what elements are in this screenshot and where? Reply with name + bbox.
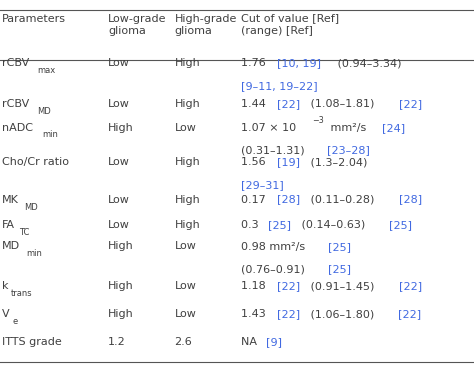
Text: [22]: [22]: [399, 281, 422, 291]
Text: nADC: nADC: [2, 123, 33, 133]
Text: k: k: [2, 281, 9, 291]
Text: Low: Low: [174, 241, 196, 251]
Text: [25]: [25]: [328, 242, 351, 252]
Text: rCBV: rCBV: [2, 58, 29, 68]
Text: e: e: [12, 317, 18, 326]
Text: MD: MD: [24, 203, 38, 211]
Text: (0.31–1.31): (0.31–1.31): [241, 146, 308, 156]
Text: MD: MD: [37, 107, 51, 116]
Text: High: High: [174, 220, 200, 230]
Text: TC: TC: [19, 228, 29, 237]
Text: rCBV: rCBV: [2, 99, 29, 109]
Text: 0.98 mm²/s: 0.98 mm²/s: [241, 242, 309, 252]
Text: [9]: [9]: [266, 337, 282, 347]
Text: [25]: [25]: [328, 265, 351, 274]
Text: 0.17: 0.17: [241, 194, 269, 204]
Text: [22]: [22]: [277, 281, 301, 291]
Text: [24]: [24]: [382, 123, 405, 133]
Text: V: V: [2, 309, 10, 319]
Text: High: High: [174, 58, 200, 68]
Text: min: min: [42, 130, 58, 140]
Text: High: High: [174, 157, 200, 166]
Text: Low: Low: [108, 220, 130, 230]
Text: Cut of value [Ref]
(range) [Ref]: Cut of value [Ref] (range) [Ref]: [241, 14, 339, 36]
Text: (0.11–0.28): (0.11–0.28): [307, 194, 378, 204]
Text: 1.43: 1.43: [241, 309, 269, 319]
Text: [19]: [19]: [277, 157, 300, 167]
Text: [23–28]: [23–28]: [328, 146, 370, 156]
Text: (0.94–3.34): (0.94–3.34): [334, 59, 401, 68]
Text: High: High: [174, 194, 200, 204]
Text: Low: Low: [108, 99, 130, 109]
Text: 1.18: 1.18: [241, 281, 269, 291]
Text: (0.76–0.91): (0.76–0.91): [241, 265, 308, 274]
Text: 1.44: 1.44: [241, 99, 269, 109]
Text: (1.06–1.80): (1.06–1.80): [307, 309, 378, 319]
Text: High: High: [108, 241, 134, 251]
Text: [25]: [25]: [389, 220, 412, 230]
Text: 2.6: 2.6: [174, 337, 192, 347]
Text: Low: Low: [174, 281, 196, 291]
Text: [28]: [28]: [277, 194, 301, 204]
Text: [22]: [22]: [277, 309, 301, 319]
Text: [22]: [22]: [398, 309, 421, 319]
Text: FA: FA: [2, 220, 15, 230]
Text: max: max: [37, 66, 56, 75]
Text: High: High: [108, 309, 134, 319]
Text: Low: Low: [108, 194, 130, 204]
Text: [22]: [22]: [399, 99, 422, 109]
Text: 0.3: 0.3: [241, 220, 262, 230]
Text: −3: −3: [312, 116, 324, 125]
Text: High: High: [174, 99, 200, 109]
Text: mm²/s: mm²/s: [327, 123, 370, 133]
Text: [25]: [25]: [268, 220, 291, 230]
Text: (0.91–1.45): (0.91–1.45): [307, 281, 378, 291]
Text: ITTS grade: ITTS grade: [2, 337, 62, 347]
Text: [22]: [22]: [277, 99, 301, 109]
Text: MD: MD: [2, 241, 20, 251]
Text: Low: Low: [108, 58, 130, 68]
Text: (0.14–0.63): (0.14–0.63): [298, 220, 368, 230]
Text: High: High: [108, 281, 134, 291]
Text: (1.3–2.04): (1.3–2.04): [307, 157, 367, 167]
Text: High-grade
glioma: High-grade glioma: [174, 14, 237, 36]
Text: (1.08–1.81): (1.08–1.81): [307, 99, 378, 109]
Text: 1.2: 1.2: [108, 337, 126, 347]
Text: Low: Low: [174, 123, 196, 133]
Text: Cho/Cr ratio: Cho/Cr ratio: [2, 157, 69, 166]
Text: [10, 19]: [10, 19]: [277, 59, 321, 68]
Text: Low: Low: [174, 309, 196, 319]
Text: [29–31]: [29–31]: [241, 180, 283, 190]
Text: Low: Low: [108, 157, 130, 166]
Text: 1.56: 1.56: [241, 157, 269, 167]
Text: 1.07 × 10: 1.07 × 10: [241, 123, 296, 133]
Text: min: min: [26, 249, 42, 258]
Text: Low-grade
glioma: Low-grade glioma: [108, 14, 166, 36]
Text: Parameters: Parameters: [2, 14, 66, 24]
Text: MK: MK: [2, 194, 19, 204]
Text: NA: NA: [241, 337, 260, 347]
Text: [28]: [28]: [399, 194, 422, 204]
Text: 1.76: 1.76: [241, 59, 269, 68]
Text: [9–11, 19–22]: [9–11, 19–22]: [241, 81, 318, 91]
Text: High: High: [108, 123, 134, 133]
Text: trans: trans: [11, 289, 32, 298]
